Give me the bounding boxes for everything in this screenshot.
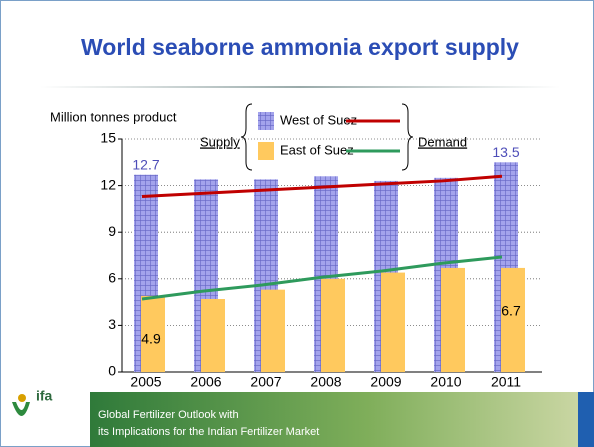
bar [261, 289, 285, 372]
data-label: 12.7 [132, 156, 159, 172]
y-tick-label: 0 [108, 363, 116, 379]
bar [201, 298, 225, 372]
legend-label: West of Suez [280, 112, 357, 127]
title-rule [40, 86, 560, 88]
x-tick-label: 2007 [250, 374, 281, 390]
footer-banner [90, 392, 594, 447]
legend-swatch [258, 112, 274, 130]
x-tick-label: 2009 [370, 374, 401, 390]
bar [381, 272, 405, 372]
slide-title: World seaborne ammonia export supply [81, 34, 519, 60]
y-tick-label: 6 [108, 270, 116, 286]
footer-line: Global Fertilizer Outlook with [98, 409, 239, 421]
y-tick-label: 3 [108, 316, 116, 332]
y-axis-label: Million tonnes product [50, 109, 177, 124]
logo-mark [12, 402, 30, 416]
supply-label: Supply [200, 134, 240, 149]
demand-line [141, 174, 503, 198]
legend-swatch [258, 142, 274, 160]
legend-label: East of Suez [280, 142, 354, 157]
x-tick-label: 2008 [310, 374, 341, 390]
logo-text: ifa [36, 388, 53, 404]
demand-line [141, 255, 503, 301]
data-label: 4.9 [141, 331, 161, 347]
demand-label: Demand [418, 134, 467, 149]
x-tick-label: 2006 [190, 374, 221, 390]
bar [441, 267, 465, 372]
y-tick-label: 9 [108, 223, 116, 239]
legend: West of Suez East of Suez [258, 112, 400, 160]
y-tick-label: 15 [100, 130, 116, 146]
x-tick-label: 2011 [491, 374, 521, 390]
bar [321, 278, 345, 372]
y-tick-label: 12 [100, 176, 116, 192]
bar [501, 267, 525, 372]
data-label: 13.5 [492, 144, 519, 160]
x-tick-label: 2005 [130, 374, 161, 390]
data-label: 6.7 [501, 303, 521, 319]
brace [240, 103, 253, 171]
footer-edge [578, 392, 594, 447]
x-tick-label: 2010 [430, 374, 461, 390]
brace [401, 103, 414, 171]
logo-dot [18, 394, 26, 402]
plot: 0 3 6 9 12 15 12.7 13.5 4.9 6.7 2005 2006 2007 2008 20… [100, 130, 542, 390]
footer-line: its Implications for the Indian Fertiliz… [98, 426, 319, 438]
bar [141, 295, 165, 372]
